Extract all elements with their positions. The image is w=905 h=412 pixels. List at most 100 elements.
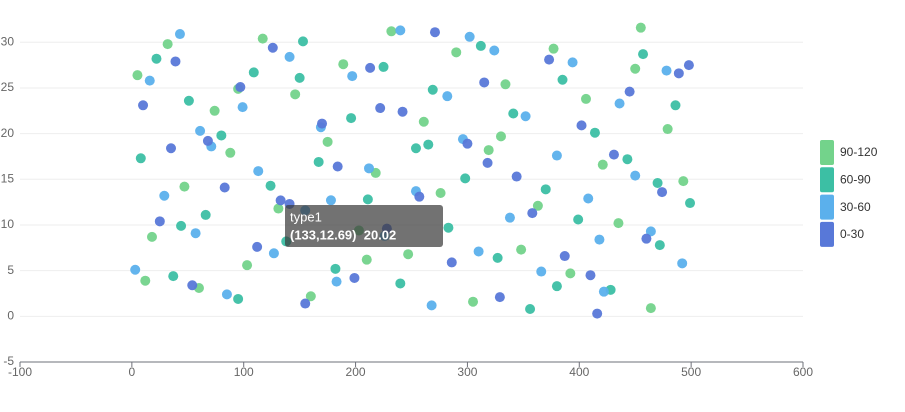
legend-label: 0-30 <box>840 227 864 241</box>
y-tick-label: 10 <box>1 217 15 231</box>
point <box>209 105 220 116</box>
point <box>641 233 652 244</box>
point <box>677 258 688 269</box>
point <box>654 240 665 251</box>
point <box>195 125 206 136</box>
point <box>622 154 633 165</box>
point <box>233 293 244 304</box>
point <box>338 59 349 70</box>
tooltip: type1 (133,12.69) 20.02 <box>285 205 443 247</box>
point <box>166 143 177 154</box>
legend-label: 30-60 <box>840 200 871 214</box>
point <box>492 252 503 263</box>
point <box>613 218 624 229</box>
point <box>144 75 155 86</box>
point <box>548 43 559 54</box>
y-tick-label: 0 <box>7 308 14 322</box>
point <box>468 296 479 307</box>
point <box>362 194 373 205</box>
point <box>624 86 635 97</box>
point <box>162 39 173 50</box>
point <box>330 263 341 274</box>
point <box>494 292 505 303</box>
x-tick-label: 200 <box>346 365 366 379</box>
point <box>661 65 672 76</box>
tooltip-title: type1 <box>290 209 322 224</box>
legend-swatch <box>820 221 834 247</box>
point <box>221 289 232 300</box>
point <box>557 74 568 85</box>
point <box>508 108 519 119</box>
point <box>597 159 608 170</box>
point <box>446 257 457 268</box>
point <box>375 103 386 114</box>
point <box>645 303 656 314</box>
y-tick-label: 20 <box>1 126 15 140</box>
point <box>132 70 143 81</box>
tooltip-box <box>285 205 443 247</box>
point <box>489 45 500 56</box>
point <box>652 177 663 188</box>
point <box>657 187 668 198</box>
point <box>346 113 357 124</box>
point <box>678 176 689 187</box>
point <box>435 188 446 198</box>
point <box>349 272 360 283</box>
point <box>235 82 246 93</box>
point <box>297 36 308 47</box>
point <box>500 79 511 90</box>
point <box>403 249 414 260</box>
point <box>559 251 570 262</box>
x-tick-label: -100 <box>8 365 32 379</box>
point <box>479 77 490 88</box>
x-tick-label: 600 <box>793 365 813 379</box>
point <box>140 275 151 286</box>
point <box>386 26 397 37</box>
x-tick-label: 500 <box>681 365 701 379</box>
point <box>331 276 342 287</box>
point <box>242 260 253 271</box>
point <box>638 49 649 60</box>
point <box>645 226 656 237</box>
point <box>630 170 641 181</box>
point <box>426 300 437 311</box>
point <box>325 195 336 206</box>
point <box>418 116 429 127</box>
point <box>551 281 562 292</box>
point <box>662 124 673 135</box>
x-tick-label: 400 <box>569 365 589 379</box>
point <box>482 157 493 168</box>
point <box>460 173 471 184</box>
point <box>630 63 641 74</box>
point <box>168 271 179 282</box>
x-tick-label: 0 <box>129 365 136 379</box>
point <box>525 304 536 315</box>
point <box>138 100 149 111</box>
point <box>154 216 165 227</box>
legend: 90-120 60-90 30-60 0-30 <box>820 140 878 247</box>
y-tick-label: 25 <box>1 80 15 94</box>
point <box>473 246 484 257</box>
point <box>219 182 230 193</box>
point <box>151 53 162 64</box>
point <box>462 138 473 149</box>
point <box>284 51 295 62</box>
point <box>592 308 603 319</box>
point <box>202 135 213 146</box>
point <box>516 244 527 255</box>
point <box>429 27 440 38</box>
tooltip-text: (133,12.69) 20.02 <box>290 227 396 242</box>
point <box>520 111 531 122</box>
point <box>252 241 263 252</box>
point <box>598 286 609 297</box>
point <box>536 266 547 277</box>
point <box>135 153 146 164</box>
point <box>174 29 185 40</box>
point <box>347 71 358 82</box>
point <box>414 191 425 202</box>
point <box>395 278 406 289</box>
y-tick-label: -5 <box>3 354 14 368</box>
point <box>427 84 438 95</box>
point <box>294 72 305 83</box>
